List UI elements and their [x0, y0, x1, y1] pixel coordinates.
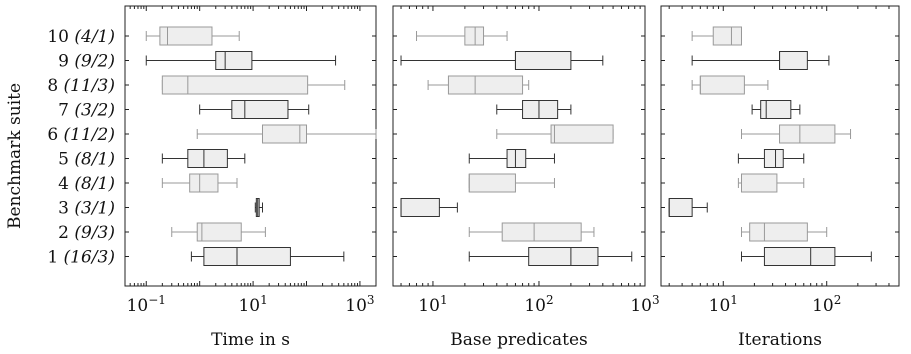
box-4	[161, 173, 238, 193]
x-tick-label: 101	[418, 293, 447, 316]
iqr-box	[514, 51, 572, 70]
box-4	[737, 173, 805, 193]
box-7	[751, 100, 801, 119]
box-9	[691, 51, 830, 70]
row-label-5: 5 (8/1)	[58, 150, 115, 170]
iqr-box	[712, 26, 742, 46]
iqr-box	[187, 149, 228, 168]
panel-frame	[124, 5, 377, 287]
panel-3: 101 102 Iterations	[660, 5, 900, 350]
x-tick-label: 10−1	[127, 293, 166, 316]
box-7	[496, 100, 572, 119]
x-axis-title: Base predicates	[450, 330, 587, 350]
row-label-6: 6 (11/2)	[47, 125, 115, 145]
box-3	[400, 198, 458, 217]
row-label-4: 4 (8/1)	[58, 174, 115, 194]
box-6	[496, 124, 614, 144]
box-10	[416, 26, 508, 46]
row-label-7: 7 (3/2)	[58, 101, 115, 121]
iqr-box	[668, 198, 693, 217]
box-7	[199, 100, 310, 119]
iqr-box	[501, 222, 582, 242]
x-tick-label: 102	[812, 293, 841, 316]
x-tick-label: 101	[238, 293, 267, 316]
row-label-9: 9 (9/2)	[58, 52, 115, 72]
iqr-box	[189, 173, 219, 193]
iqr-box	[203, 247, 291, 266]
panel-2: 101 102 103 Base predicates	[392, 5, 660, 350]
iqr-box	[231, 100, 289, 119]
iqr-box	[400, 198, 440, 217]
box-2	[740, 222, 828, 242]
x-tick-label: 101	[709, 293, 738, 316]
box-10	[145, 26, 240, 46]
iqr-box	[196, 222, 242, 242]
box-5	[737, 149, 805, 168]
x-tick-label: 102	[524, 293, 553, 316]
box-1	[190, 247, 345, 266]
iqr-box	[447, 75, 524, 95]
x-axis-title: Iterations	[738, 330, 822, 350]
row-label-8: 8 (11/3)	[47, 76, 115, 96]
iqr-box	[740, 173, 778, 193]
box-1	[468, 247, 633, 266]
iqr-box	[749, 222, 808, 242]
row-label-10: 10 (4/1)	[47, 27, 115, 47]
iqr-box	[699, 75, 745, 95]
iqr-box	[522, 100, 559, 119]
row-label-2: 2 (9/3)	[58, 223, 115, 243]
iqr-box	[760, 100, 792, 119]
iqr-box	[763, 247, 836, 266]
box-3	[254, 198, 263, 217]
box-8	[161, 75, 346, 95]
panel-frame	[392, 5, 646, 287]
iqr-box	[215, 51, 253, 70]
box-8	[427, 75, 530, 95]
row-label-3: 3 (3/1)	[58, 199, 115, 219]
box-1	[740, 247, 872, 266]
x-tick-label: 103	[630, 293, 659, 316]
box-6	[740, 124, 852, 144]
panels: 10−1 101 103 Time in s 101 102 103 Base predica…	[124, 5, 900, 350]
box-9	[145, 51, 337, 70]
box-10	[691, 26, 742, 46]
panel-1: 10−1 101 103 Time in s	[124, 5, 377, 350]
box-3	[668, 198, 708, 217]
box-9	[400, 51, 604, 70]
iqr-box	[468, 173, 516, 193]
iqr-box	[506, 149, 527, 168]
x-axis-title: Time in s	[211, 330, 290, 350]
panel-frame	[660, 5, 900, 287]
row-labels: 10 (4/1) 9 (9/2) 8 (11/3) 7 (3/2) 6 (11/2) 5 …	[47, 27, 115, 268]
iqr-box	[464, 26, 485, 46]
x-tick-label: 103	[345, 293, 374, 316]
iqr-box	[779, 124, 836, 144]
box-2	[468, 222, 595, 242]
box-4	[468, 173, 555, 193]
box-6	[196, 124, 377, 144]
box-8	[691, 75, 769, 95]
box-5	[468, 149, 555, 168]
row-label-1: 1 (16/3)	[47, 248, 115, 268]
iqr-box	[159, 26, 213, 46]
iqr-box	[763, 149, 784, 168]
iqr-box	[161, 75, 309, 95]
iqr-box	[779, 51, 808, 70]
iqr-box	[550, 124, 614, 144]
box-2	[171, 222, 266, 242]
box-5	[161, 149, 246, 168]
y-axis-title: Benchmark suite	[5, 83, 25, 229]
iqr-box	[528, 247, 599, 266]
iqr-box	[261, 124, 308, 144]
